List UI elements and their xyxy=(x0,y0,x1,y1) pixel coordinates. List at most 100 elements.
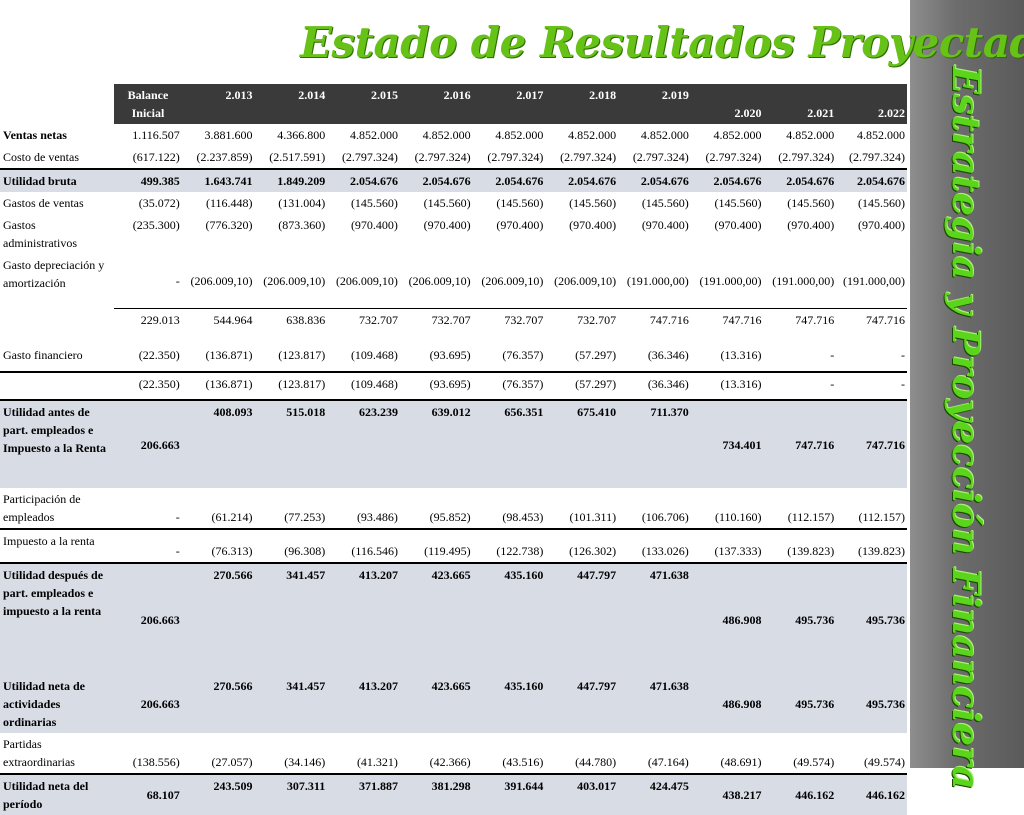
value-cell: 2.054.676 xyxy=(545,168,619,192)
value-cell: 435.160 xyxy=(472,562,546,675)
value-cell: (93.695) xyxy=(399,371,473,400)
value-cell: 1.849.209 xyxy=(254,168,328,192)
value-cell: (191.000,00) xyxy=(626,273,689,288)
value-cell: 68.107 xyxy=(114,773,182,815)
value-cell: (36.346) xyxy=(618,371,691,400)
value-cell: (49.574) xyxy=(793,755,835,769)
value-cell: (2.797.324) xyxy=(414,150,471,164)
value-cell: 206.663 xyxy=(114,562,182,675)
value-cell: (133.026) xyxy=(618,528,691,563)
value-cell: 4.852.000 xyxy=(640,128,689,142)
value-cell: 447.797 xyxy=(545,675,619,733)
value-cell: 656.351 xyxy=(472,399,546,488)
value-cell: (123.817) xyxy=(254,371,328,400)
value-cell: 2.054.676 xyxy=(472,168,546,192)
value-cell: (145.560) xyxy=(569,196,617,210)
table-row: Ventas netas 1.116.507 3.881.600 4.366.800 4… xyxy=(0,124,907,146)
value-cell: - xyxy=(836,371,907,400)
table-row: Partidas extraordinarias (138.556) (27.057… xyxy=(0,733,907,774)
value-cell: 515.018 xyxy=(254,399,328,488)
value-cell: (116.448) xyxy=(205,196,253,210)
value-cell: 446.162 xyxy=(836,773,907,815)
column-header: 2.019 xyxy=(618,84,691,124)
value-cell: (22.350) xyxy=(114,371,182,400)
value-cell: (48.691) xyxy=(720,755,762,769)
value-cell: 270.566 xyxy=(181,562,255,675)
value-cell: 747.716 xyxy=(836,307,907,344)
row-label: Gastos de ventas xyxy=(3,196,84,210)
value-cell: 638.836 xyxy=(254,307,328,344)
table-row: Participación de empleados - (61.214) (77.2… xyxy=(0,488,907,529)
value-cell: (2.797.324) xyxy=(341,150,398,164)
value-cell: (137.333) xyxy=(690,528,764,563)
value-cell: (145.560) xyxy=(641,196,689,210)
value-cell: 499.385 xyxy=(114,168,182,192)
table-row: Gastos de ventas (35.072) (116.448) (131.00… xyxy=(0,192,907,214)
value-cell: (42.366) xyxy=(429,755,471,769)
value-cell: (57.297) xyxy=(545,371,619,400)
value-cell: 675.410 xyxy=(545,399,619,488)
value-cell: 486.908 xyxy=(690,562,764,675)
value-cell: (109.468) xyxy=(350,348,398,362)
value-cell: (34.146) xyxy=(284,755,326,769)
value-cell: (93.486) xyxy=(356,510,398,524)
table-row: Utilidad neta del período 68.107 243.509 30… xyxy=(0,773,907,815)
value-cell: - xyxy=(830,348,835,362)
value-cell: (96.308) xyxy=(254,528,328,563)
value-cell: (145.560) xyxy=(350,196,398,210)
row-label: Participación de empleados xyxy=(3,492,81,524)
value-cell: - xyxy=(901,348,905,362)
value-cell: (191.000,00) xyxy=(699,273,762,288)
value-cell: 1.643.741 xyxy=(181,168,255,192)
header-label-cell xyxy=(0,84,114,124)
value-cell: 206.663 xyxy=(114,399,182,488)
value-cell: 4.852.000 xyxy=(495,128,544,142)
sidebar-panel xyxy=(910,0,1024,768)
value-cell: 4.852.000 xyxy=(786,128,835,142)
value-cell: 495.736 xyxy=(763,675,837,733)
value-cell: (36.346) xyxy=(647,348,689,362)
value-cell: (109.468) xyxy=(327,371,400,400)
row-label: Utilidad antes de part. empleados e Impu… xyxy=(0,399,115,488)
table-row: Utilidad bruta 499.385 1.643.741 1.849.209 2… xyxy=(0,168,907,192)
value-cell: (970.400) xyxy=(569,218,617,232)
value-cell: (2.797.324) xyxy=(849,150,905,164)
value-cell: 2.054.676 xyxy=(690,168,764,192)
value-cell: (145.560) xyxy=(423,196,471,210)
value-cell: 391.644 xyxy=(472,773,546,815)
value-cell: (106.706) xyxy=(641,510,689,524)
value-cell: 544.964 xyxy=(181,307,255,344)
value-cell: (136.871) xyxy=(181,371,255,400)
value-cell: 732.707 xyxy=(545,307,619,344)
value-cell: 371.887 xyxy=(327,773,400,815)
column-header: 2.014 xyxy=(254,84,328,124)
value-cell: (76.357) xyxy=(502,348,544,362)
value-cell: (57.297) xyxy=(575,348,617,362)
value-cell: (206.009,10) xyxy=(190,273,253,288)
table-row: Utilidad neta de actividades ordinarias 2… xyxy=(0,675,907,733)
side-title: Estrategia y Proyección Financiera xyxy=(944,66,988,790)
value-cell: (61.214) xyxy=(211,510,253,524)
row-label: Costo de ventas xyxy=(3,150,79,164)
value-cell: 495.736 xyxy=(836,675,907,733)
value-cell: 423.665 xyxy=(399,675,473,733)
row-label: Utilidad bruta xyxy=(0,168,115,192)
value-cell: 424.475 xyxy=(618,773,691,815)
value-cell: (206.009,10) xyxy=(481,273,544,288)
table-row: Utilidad antes de part. empleados e Impu… xyxy=(0,399,907,488)
value-cell: (112.157) xyxy=(787,510,835,524)
value-cell: (2.797.324) xyxy=(560,150,617,164)
column-header: 2.016 xyxy=(399,84,473,124)
value-cell: 4.852.000 xyxy=(349,128,398,142)
value-cell: (49.574) xyxy=(864,755,905,769)
value-cell: (44.780) xyxy=(575,755,617,769)
value-cell: 4.852.000 xyxy=(422,128,471,142)
value-cell: (139.823) xyxy=(763,528,837,563)
value-cell: (145.560) xyxy=(787,196,835,210)
value-cell: 747.716 xyxy=(763,307,837,344)
value-cell: 747.716 xyxy=(763,399,837,488)
value-cell: 1.116.507 xyxy=(132,128,180,142)
column-header: 2.018 xyxy=(545,84,619,124)
table-row: Impuesto a la renta - (76.313) (96.308) (116… xyxy=(0,528,907,563)
table-row: (22.350) (136.871) (123.817) (109.468) (93.6… xyxy=(0,371,907,400)
